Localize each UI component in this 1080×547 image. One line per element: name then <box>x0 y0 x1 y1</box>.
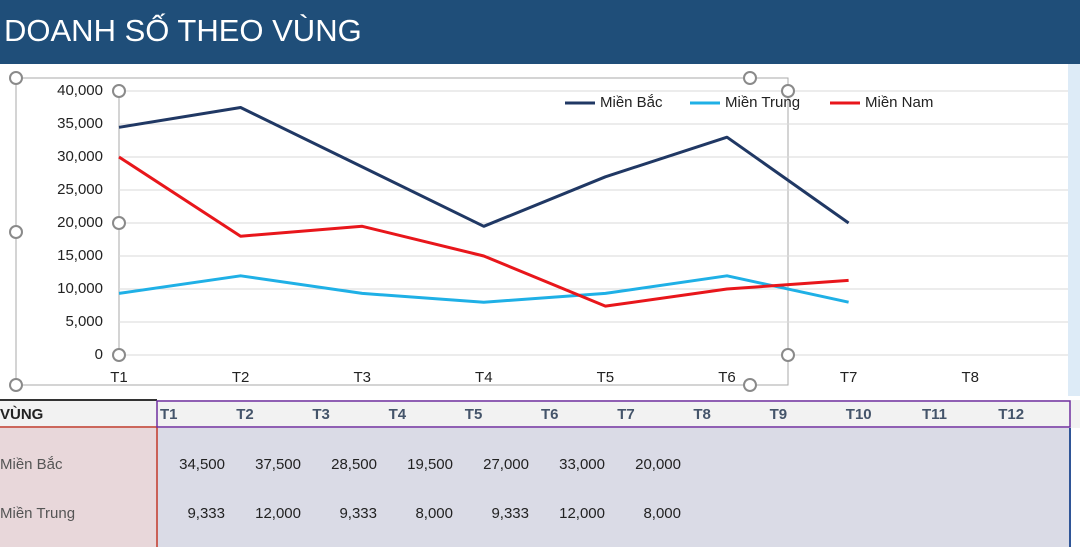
y-tick-label: 5,000 <box>65 313 103 330</box>
x-tick-label: T6 <box>718 369 736 386</box>
column-header: T3 <box>312 406 330 423</box>
resize-handle[interactable] <box>781 348 795 362</box>
column-header: T4 <box>389 406 407 423</box>
table-header-bg <box>0 400 1080 428</box>
column-header: T5 <box>465 406 483 423</box>
x-tick-label: T2 <box>232 369 250 386</box>
x-tick-label: T4 <box>475 369 493 386</box>
cell-value: 12,000 <box>559 505 605 522</box>
series-line <box>118 274 849 304</box>
cell-value: 9,333 <box>187 505 225 522</box>
series-line <box>118 155 849 308</box>
cell-value: 20,000 <box>635 456 681 473</box>
y-tick-label: 0 <box>95 346 103 363</box>
resize-handle[interactable] <box>743 378 757 392</box>
y-tick-label: 35,000 <box>57 115 103 132</box>
column-header: T11 <box>922 406 947 423</box>
legend-label: Miền Bắc <box>600 94 663 111</box>
row-label-bg <box>0 428 158 547</box>
cell-value: 8,000 <box>415 505 453 522</box>
cell-value: 34,500 <box>179 456 225 473</box>
y-tick-label: 10,000 <box>57 280 103 297</box>
y-tick-label: 25,000 <box>57 181 103 198</box>
column-header: T7 <box>617 406 635 423</box>
column-header: T9 <box>770 406 788 423</box>
x-tick-label: T1 <box>110 369 128 386</box>
column-header: T1 <box>160 406 178 423</box>
column-header: T6 <box>541 406 559 423</box>
resize-handle[interactable] <box>9 378 23 392</box>
legend-label: Miền Trung <box>725 94 800 111</box>
cell-value: 27,000 <box>483 456 529 473</box>
x-tick-label: T5 <box>597 369 615 386</box>
column-header: T10 <box>846 406 872 423</box>
handles <box>9 71 795 392</box>
cell-value: 8,000 <box>643 505 681 522</box>
row-label: Miền Trung <box>0 505 75 522</box>
cell-value: 12,000 <box>255 505 301 522</box>
x-tick-label: T8 <box>961 369 979 386</box>
resize-handle[interactable] <box>781 84 795 98</box>
cell-value: 19,500 <box>407 456 453 473</box>
y-tick-label: 15,000 <box>57 247 103 264</box>
series-line <box>118 106 850 228</box>
resize-handle[interactable] <box>112 84 126 98</box>
column-header: VÙNG <box>0 405 43 423</box>
y-tick-label: 40,000 <box>57 82 103 99</box>
resize-handle[interactable] <box>743 71 757 85</box>
legend-label: Miền Nam <box>865 94 933 111</box>
side-panel <box>1068 64 1080 396</box>
selection-border <box>156 400 1071 428</box>
cell-value: 28,500 <box>331 456 377 473</box>
chart: 0 5,000 10,000 15,000 20,000 25,000 30,000 35,0… <box>57 82 1068 386</box>
column-header: T8 <box>693 406 711 423</box>
resize-handle[interactable] <box>112 348 126 362</box>
cell-value: 33,000 <box>559 456 605 473</box>
cell-value: 9,333 <box>491 505 529 522</box>
x-tick-label: T7 <box>840 369 858 386</box>
table-body-bg <box>158 428 1070 547</box>
column-header: T12 <box>998 406 1024 423</box>
row-label: Miền Bắc <box>0 456 63 473</box>
y-tick-label: 30,000 <box>57 148 103 165</box>
x-tick-label: T3 <box>353 369 371 386</box>
title-bar <box>0 0 1080 64</box>
resize-handle[interactable] <box>112 216 126 230</box>
y-tick-label: 20,000 <box>57 214 103 231</box>
cell-value: 37,500 <box>255 456 301 473</box>
sheet-title: DOANH SỐ THEO VÙNG <box>4 12 362 48</box>
resize-handle[interactable] <box>9 225 23 239</box>
cell-value: 9,333 <box>339 505 377 522</box>
column-header: T2 <box>236 406 254 423</box>
resize-handle[interactable] <box>9 71 23 85</box>
